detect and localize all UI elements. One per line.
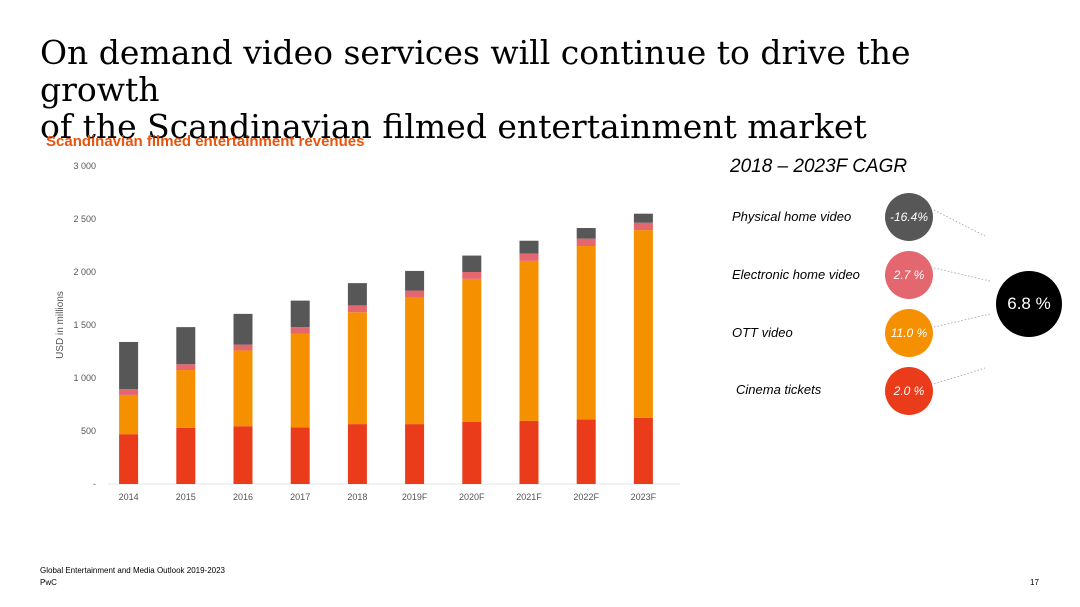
x-tick-label: 2018 xyxy=(347,492,367,502)
cagr-circle-cinema: 2.0 % xyxy=(885,367,933,415)
company-name: PwC xyxy=(40,578,57,587)
bar-segment-cinema xyxy=(233,426,253,484)
y-tick-label: 1 000 xyxy=(73,373,96,383)
x-tick-label: 2019F xyxy=(402,492,428,502)
bar-segment-ott xyxy=(405,297,425,425)
connector-line xyxy=(933,267,991,282)
x-tick-label: 2022F xyxy=(573,492,599,502)
y-tick-label: - xyxy=(93,479,96,489)
y-tick-label: 1 500 xyxy=(73,320,96,330)
bar-segment-electronic xyxy=(576,238,596,247)
bar-segment-physical xyxy=(576,228,596,239)
connector-line xyxy=(933,209,986,237)
bar-segment-electronic xyxy=(233,344,253,351)
bar-segment-electronic xyxy=(462,272,482,279)
bar-segment-ott xyxy=(290,333,310,428)
slide-title-line2: of the Scandinavian filmed entertainment… xyxy=(40,107,867,146)
y-tick-label: 2 500 xyxy=(73,214,96,224)
x-tick-label: 2016 xyxy=(233,492,253,502)
bar-segment-physical xyxy=(405,270,425,291)
bar-segment-ott xyxy=(519,260,539,421)
bar-segment-ott xyxy=(633,230,653,418)
cagr-total-circle: 6.8 % xyxy=(996,271,1062,337)
bar-segment-physical xyxy=(633,213,653,223)
bar-segment-physical xyxy=(119,341,139,390)
bar-segment-ott xyxy=(176,370,196,428)
y-tick-label: 500 xyxy=(81,426,96,436)
bar-segment-physical xyxy=(176,327,196,365)
cagr-circle-ott: 11.0 % xyxy=(885,309,933,357)
x-tick-label: 2014 xyxy=(119,492,139,502)
x-tick-label: 2023F xyxy=(631,492,657,502)
slide-title-line1: On demand video services will continue t… xyxy=(40,33,911,109)
connector-line xyxy=(933,367,986,385)
bar-segment-ott xyxy=(576,246,596,420)
revenue-bar-chart: - 500 1 000 1 500 2 000 2 500 3 000 USD in mill… xyxy=(55,161,680,502)
bar-segment-electronic xyxy=(119,389,139,395)
bar-segment-cinema xyxy=(405,424,425,484)
bar-segment-cinema xyxy=(290,427,310,484)
bar-segment-cinema xyxy=(347,424,367,484)
slide-title: On demand video services will continue t… xyxy=(40,34,1040,145)
cagr-circle-electronic: 2.7 % xyxy=(885,251,933,299)
bar-segment-physical xyxy=(462,255,482,272)
bar-segment-cinema xyxy=(176,427,196,484)
x-tick-label: 2021F xyxy=(516,492,542,502)
bar-segment-cinema xyxy=(462,421,482,484)
bar-segment-electronic xyxy=(290,327,310,334)
bar-segment-electronic xyxy=(176,364,196,371)
connector-line xyxy=(933,313,991,328)
x-tick-label: 2017 xyxy=(290,492,310,502)
bar-segment-ott xyxy=(462,278,482,422)
x-tick-label: 2020F xyxy=(459,492,485,502)
bar-segment-cinema xyxy=(576,419,596,484)
y-tick-label: 2 000 xyxy=(73,267,96,277)
bar-segment-electronic xyxy=(633,222,653,231)
cagr-label-ott: OTT video xyxy=(732,325,793,340)
bar-segment-cinema xyxy=(633,417,653,484)
bar-segment-electronic xyxy=(405,290,425,298)
bar-segment-physical xyxy=(290,300,310,328)
bar-segment-electronic xyxy=(519,253,539,261)
bar-segment-physical xyxy=(347,283,367,306)
y-axis-label: USD in millions xyxy=(55,291,66,359)
bar-segment-ott xyxy=(119,394,139,435)
bar-segment-physical xyxy=(519,240,539,254)
cagr-label-physical: Physical home video xyxy=(732,209,852,224)
x-tick-label: 2015 xyxy=(176,492,196,502)
cagr-title: 2018 – 2023F CAGR xyxy=(730,156,908,177)
bar-segment-physical xyxy=(233,313,253,345)
cagr-label-electronic: Electronic home video xyxy=(732,267,860,282)
page-number: 17 xyxy=(1030,578,1039,587)
bar-segment-cinema xyxy=(119,434,139,484)
bar-segment-ott xyxy=(233,350,253,427)
y-tick-label: 3 000 xyxy=(73,161,96,171)
bar-segment-cinema xyxy=(519,420,539,484)
cagr-label-cinema: Cinema tickets xyxy=(736,382,822,397)
bar-segment-electronic xyxy=(347,305,367,313)
chart-title: Scandinavian filmed entertainment revenu… xyxy=(46,133,365,150)
cagr-circle-physical: -16.4% xyxy=(885,193,933,241)
bar-segment-ott xyxy=(347,312,367,425)
source-note: Global Entertainment and Media Outlook 2… xyxy=(40,566,226,575)
